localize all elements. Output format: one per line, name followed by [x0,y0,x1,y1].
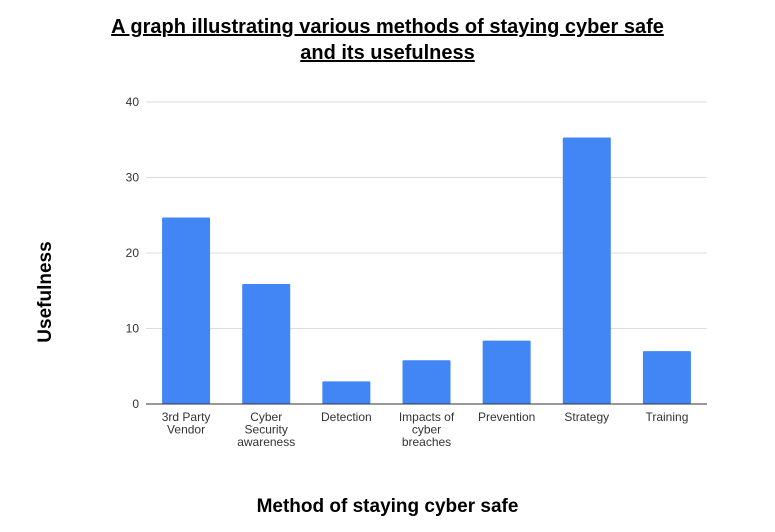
x-tick-label: Prevention [478,410,535,424]
x-tick-label-line: breaches [402,435,451,449]
x-tick-label: Training [645,410,688,424]
y-axis-label: Usefulness [35,241,56,343]
x-tick-label: Strategy [564,410,609,424]
gridlines [146,101,707,329]
x-tick-label-line: Security [245,423,288,437]
y-tick-label: 20 [126,246,140,260]
x-tick-label: Detection [321,410,372,424]
y-tick-label: 10 [126,322,140,336]
x-tick-label-line: Vendor [167,423,205,437]
x-tick-label-line: Prevention [478,410,535,424]
y-axis-ticks: 0 10 20 30 40 [126,95,140,411]
x-axis-label: Method of staying cyber safe [256,496,519,517]
x-tick-label: Impacts of cyber breaches [399,410,455,449]
x-tick-label-line: Cyber [250,410,282,424]
bar [322,381,371,404]
x-tick-label-line: Strategy [564,410,609,424]
x-tick-label-line: Training [645,410,688,424]
x-tick-label-line: Impacts of [399,410,455,424]
bar [242,283,291,404]
x-tick-label-line: cyber [412,423,441,437]
chart-title-line-1: A graph illustrating various methods of … [111,16,664,38]
y-tick-label: 40 [126,95,140,109]
bar [562,137,611,405]
x-tick-label-line: Detection [321,410,372,424]
bar [402,360,451,404]
bar [642,351,691,404]
y-tick-label: 0 [132,397,139,411]
bar [162,217,211,404]
x-tick-label: 3rd Party Vendor [162,410,211,437]
x-tick-label: Cyber Security awareness [237,410,295,449]
chart-title-line-2: and its usefulness [300,42,475,64]
bar [482,340,531,404]
chart-title: A graph illustrating various methods of … [0,14,775,66]
bars [162,137,691,405]
y-tick-label: 30 [126,171,140,185]
x-tick-label-line: 3rd Party [162,410,211,424]
x-tick-label-line: awareness [237,435,295,449]
x-axis-ticks: 3rd Party Vendor Cyber Security awareness Det… [162,410,689,449]
